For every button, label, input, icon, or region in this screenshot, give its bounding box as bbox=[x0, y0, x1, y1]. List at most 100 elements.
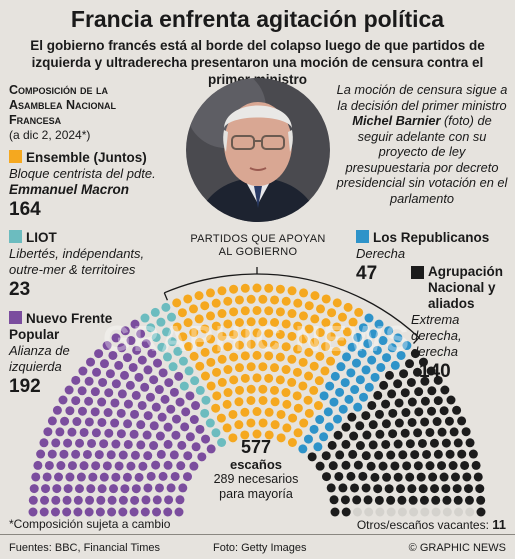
seat-ensemble bbox=[264, 430, 274, 440]
seat-nfp bbox=[64, 385, 74, 395]
seat-nfp bbox=[132, 345, 142, 355]
seat-rn bbox=[366, 461, 376, 471]
seat-ensemble bbox=[292, 367, 302, 377]
seat-nfp bbox=[99, 439, 109, 449]
seat-lr bbox=[329, 397, 339, 407]
seat-nfp bbox=[51, 438, 61, 448]
seat-nfp bbox=[158, 471, 168, 481]
seat-ensemble bbox=[310, 314, 320, 324]
composition-heading: Composición de la Asamblea Nacional Fran… bbox=[9, 83, 117, 127]
seat-nfp bbox=[141, 339, 151, 349]
seat-ensemble bbox=[298, 381, 308, 391]
seat-rn bbox=[433, 449, 443, 459]
seat-ensemble bbox=[331, 346, 341, 356]
seat-rn bbox=[461, 427, 471, 437]
seat-rn bbox=[445, 449, 455, 459]
seat-rn bbox=[433, 375, 443, 385]
seat-rn bbox=[361, 411, 371, 421]
seat-rn bbox=[425, 427, 435, 437]
bracket-tick-right bbox=[413, 337, 420, 344]
seat-rn bbox=[433, 396, 443, 406]
seat-vacant bbox=[397, 507, 407, 517]
seat-ensemble bbox=[348, 317, 358, 327]
seat-ensemble bbox=[264, 373, 274, 383]
seat-ensemble bbox=[206, 381, 216, 391]
seat-rn bbox=[417, 438, 427, 448]
seat-ensemble bbox=[309, 385, 319, 395]
seat-lr bbox=[353, 402, 363, 412]
seat-nfp bbox=[67, 461, 77, 471]
seat-nfp bbox=[125, 380, 135, 390]
seat-rn bbox=[387, 389, 397, 399]
seat-ensemble bbox=[211, 298, 221, 308]
seat-nfp bbox=[94, 450, 104, 460]
seat-ensemble bbox=[194, 291, 204, 301]
seat-rn bbox=[441, 484, 451, 494]
seat-rn bbox=[370, 472, 380, 482]
seat-ensemble bbox=[314, 376, 324, 386]
seat-ensemble bbox=[234, 295, 244, 305]
seat-rn bbox=[457, 449, 467, 459]
seat-nfp bbox=[78, 366, 88, 376]
seat-rn bbox=[468, 449, 478, 459]
seat-nfp bbox=[72, 417, 82, 427]
seat-ensemble bbox=[293, 321, 303, 331]
seat-nfp bbox=[183, 451, 193, 461]
seat-rn bbox=[413, 428, 423, 438]
seat-ensemble bbox=[282, 423, 292, 433]
seat-lr bbox=[378, 336, 388, 346]
seat-nfp bbox=[102, 341, 112, 351]
seat-nfp bbox=[114, 461, 124, 471]
seat-lr bbox=[358, 323, 368, 333]
seat-rn bbox=[374, 450, 384, 460]
seat-rn bbox=[444, 416, 454, 426]
seat-ensemble bbox=[205, 288, 215, 298]
seat-rn bbox=[420, 376, 430, 386]
seat-lr bbox=[342, 352, 352, 362]
seat-lr bbox=[382, 353, 392, 363]
seat-rn bbox=[322, 472, 331, 482]
seat-ensemble bbox=[240, 373, 250, 383]
seat-rn bbox=[362, 430, 372, 440]
seat-rn bbox=[341, 422, 351, 432]
seat-rn bbox=[307, 452, 317, 462]
seat-nfp bbox=[175, 397, 185, 407]
seat-nfp bbox=[56, 461, 66, 471]
seat-rn bbox=[465, 438, 475, 448]
seat-ensemble bbox=[194, 314, 204, 324]
seat-nfp bbox=[172, 414, 181, 424]
seat-nfp bbox=[120, 370, 130, 380]
seat-rn bbox=[378, 461, 388, 471]
seat-ensemble bbox=[264, 306, 274, 316]
seat-rn bbox=[419, 495, 429, 505]
seat-nfp bbox=[183, 472, 192, 482]
seat-ensemble bbox=[310, 337, 320, 347]
seat-rn bbox=[412, 367, 422, 377]
seat-nfp bbox=[65, 472, 75, 482]
seat-ensemble bbox=[212, 367, 222, 377]
seat-ensemble bbox=[172, 322, 182, 332]
seat-ensemble bbox=[270, 420, 280, 430]
seat-rn bbox=[405, 472, 415, 482]
seat-nfp bbox=[197, 452, 207, 462]
seat-nfp bbox=[99, 472, 109, 482]
seat-liot bbox=[140, 313, 150, 323]
seat-rn bbox=[393, 472, 403, 482]
seat-nfp bbox=[206, 444, 216, 454]
seat-nfp bbox=[84, 507, 94, 517]
seat-nfp bbox=[63, 438, 73, 448]
seat-ensemble bbox=[264, 328, 274, 338]
seat-vacant bbox=[409, 507, 419, 517]
prime-minister-photo bbox=[186, 78, 330, 222]
seat-rn bbox=[340, 495, 350, 505]
seat-ensemble bbox=[223, 296, 233, 306]
seat-rn bbox=[437, 427, 447, 437]
seat-nfp bbox=[54, 472, 64, 482]
seat-nfp bbox=[120, 484, 130, 494]
seat-rn bbox=[420, 396, 430, 406]
seat-ensemble bbox=[252, 407, 262, 417]
seat-rn bbox=[315, 461, 325, 471]
seat-nfp bbox=[110, 398, 120, 408]
seat-lr bbox=[384, 326, 394, 336]
seat-nfp bbox=[109, 484, 118, 494]
